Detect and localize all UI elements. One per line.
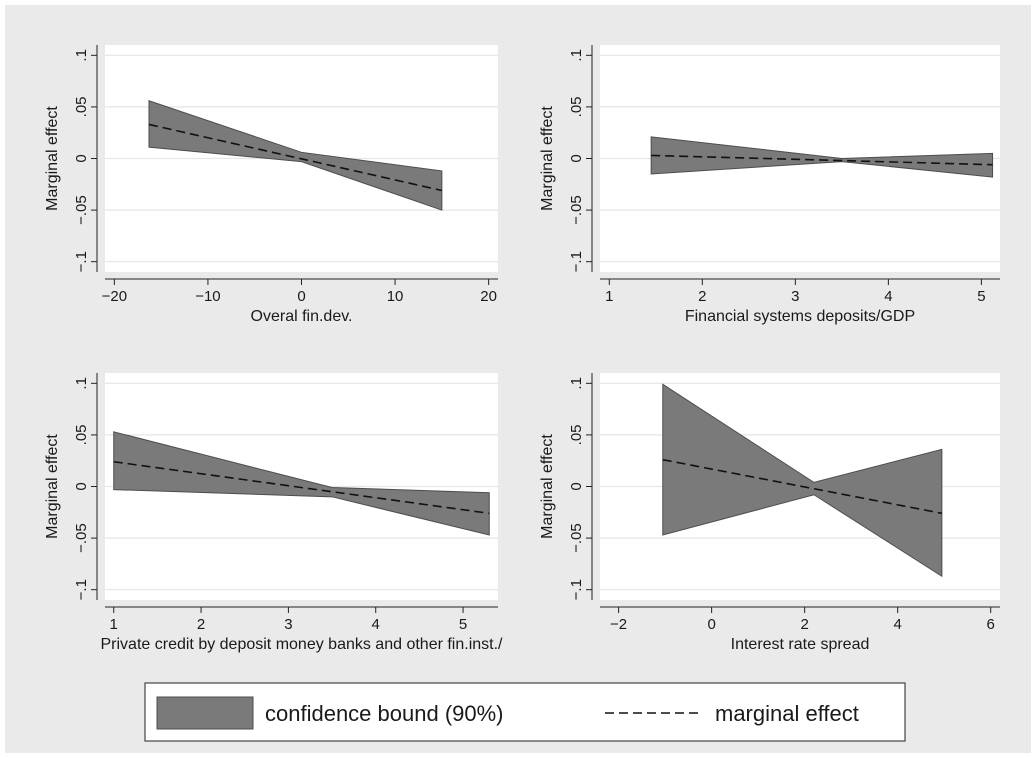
marginal-effect-line xyxy=(651,154,993,166)
legend-band-swatch xyxy=(156,696,254,730)
y-axis-title: Marginal effect xyxy=(44,106,61,211)
x-tick-label: 2 xyxy=(698,288,706,305)
x-axis-title: Interest rate spread xyxy=(731,636,870,653)
y-tick-label: .1 xyxy=(568,377,585,390)
y-tick-label: .05 xyxy=(73,424,90,445)
panel-overall-fin-dev: −.1 −.05 0 .05 .1 −20 −10 0 10 20 Overal fin.dev. M… xyxy=(44,45,498,325)
x-tick-label: 2 xyxy=(197,616,205,633)
x-tick-label: 1 xyxy=(110,616,118,633)
marginal-effect-line xyxy=(662,458,943,515)
y-axis-title: Marginal effect xyxy=(539,434,556,539)
x-axis-title: Financial systems deposits/GDP xyxy=(685,308,915,325)
y-tick-label: −.1 xyxy=(73,579,90,600)
y-tick-label: .05 xyxy=(568,424,585,445)
y-tick-label: 0 xyxy=(73,154,90,162)
x-tick-label: 1 xyxy=(605,288,613,305)
x-axis-title: Private credit by deposit money banks an… xyxy=(101,636,504,653)
panel-deposits-gdp: −.1 −.05 0 .05 .1 1 2 3 4 5 Financial systems depo… xyxy=(539,45,1000,325)
legend-label-confidence: confidence bound (90%) xyxy=(265,701,504,726)
x-tick-label: 6 xyxy=(987,616,995,633)
confidence-band xyxy=(650,136,994,178)
y-tick-label: 0 xyxy=(568,482,585,490)
x-tick-label: 0 xyxy=(297,288,305,305)
legend: confidence bound (90%) marginal effect xyxy=(144,682,906,742)
y-tick-label: 0 xyxy=(568,154,585,162)
y-tick-label: .1 xyxy=(73,377,90,390)
y-tick-label: −.05 xyxy=(568,195,585,225)
x-tick-label: 10 xyxy=(387,288,404,305)
y-tick-label: −.1 xyxy=(73,251,90,272)
y-axis-title: Marginal effect xyxy=(44,434,61,539)
y-tick-label: .05 xyxy=(568,96,585,117)
y-tick-label: −.05 xyxy=(568,523,585,553)
x-tick-label: 4 xyxy=(894,616,902,633)
confidence-band xyxy=(662,383,943,578)
x-tick-label: 20 xyxy=(480,288,497,305)
x-tick-label: −10 xyxy=(195,288,220,305)
y-tick-label: .05 xyxy=(73,96,90,117)
y-axis-title: Marginal effect xyxy=(539,106,556,211)
y-tick-label: .1 xyxy=(568,49,585,62)
confidence-band xyxy=(148,100,443,211)
y-tick-label: .1 xyxy=(73,49,90,62)
marginal-effect-line xyxy=(113,460,490,515)
x-tick-label: −2 xyxy=(610,616,627,633)
panel-private-credit: −.1 −.05 0 .05 .1 1 2 3 4 5 Private credit by depo… xyxy=(44,373,503,653)
y-tick-label: −.1 xyxy=(568,251,585,272)
y-tick-label: −.05 xyxy=(73,523,90,553)
x-axis-title: Overal fin.dev. xyxy=(251,308,353,325)
legend-box xyxy=(144,682,906,742)
x-tick-label: 3 xyxy=(791,288,799,305)
x-tick-label: 4 xyxy=(884,288,892,305)
panel-interest-spread: −.1 −.05 0 .05 .1 −2 0 2 4 6 Interest rate spread M… xyxy=(539,373,1000,653)
y-tick-label: 0 xyxy=(73,482,90,490)
y-tick-label: −.1 xyxy=(568,579,585,600)
x-tick-label: 2 xyxy=(800,616,808,633)
legend-label-marginal: marginal effect xyxy=(715,701,859,726)
x-tick-label: 4 xyxy=(372,616,380,633)
x-tick-label: −20 xyxy=(102,288,127,305)
x-tick-label: 3 xyxy=(284,616,292,633)
marginal-effect-line xyxy=(148,123,443,192)
confidence-band xyxy=(113,431,490,536)
x-tick-label: 0 xyxy=(707,616,715,633)
x-tick-label: 5 xyxy=(977,288,985,305)
x-tick-label: 5 xyxy=(459,616,467,633)
y-tick-label: −.05 xyxy=(73,195,90,225)
